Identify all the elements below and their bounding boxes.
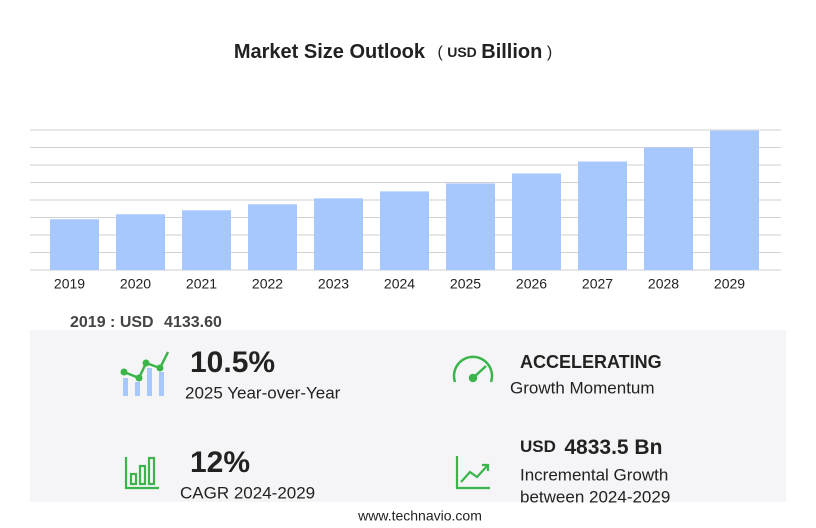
bar [380,191,429,270]
bar [182,210,231,270]
growth-icon [120,351,170,396]
footer: www.technavio.com [357,508,482,524]
bar [644,147,693,270]
x-tick-label: 2028 [648,276,679,292]
bar [578,161,627,270]
title-unit: Billion [481,41,542,63]
bar [710,130,759,270]
kpi-amount: 4833.5 Bn [564,436,662,459]
kpi-value: ACCELERATING [520,352,662,372]
x-tick-label: 2026 [516,276,547,292]
bar [446,183,495,270]
bar [248,204,297,270]
kpi-label: between 2024-2029 [520,487,670,506]
highlight-label: 2019 : USD [70,314,154,331]
x-tick-label: 2029 [714,276,745,292]
x-tick-label: 2022 [252,276,283,292]
gauge-icon [452,355,494,383]
kpi-label: Incremental Growth [520,465,668,484]
title-paren: ( [437,44,443,61]
plot: 2019 2020 2021 2022 2023 2024 2025 2026 2027 2028… [50,130,759,292]
title-paren: ) [547,44,552,61]
x-tick-label: 2025 [450,276,481,292]
kpi-value: USD 4833.5 Bn [520,436,662,459]
highlight-value: 4133.60 [164,314,222,331]
bar [512,173,561,270]
bar [314,198,363,270]
increment-icon [455,456,490,490]
highlight: 2019 : USD 4133.60 [70,314,222,331]
x-tick-label: 2020 [120,276,151,292]
x-tick-label: 2021 [186,276,217,292]
x-tick-label: 2023 [318,276,349,292]
kpi-value: 12% [190,446,250,479]
x-tick-label: 2024 [384,276,415,292]
kpi-label: 2025 Year-over-Year [185,383,341,402]
chart-title: Market Size Outlook ( USD Billion ) [234,41,552,63]
kpi-label: CAGR 2024-2029 [180,483,315,502]
kpi-currency: USD [520,437,556,456]
x-tick-label: 2027 [582,276,613,292]
bar [116,214,165,270]
kpi-label: Growth Momentum [510,378,655,397]
title-currency: USD [447,44,477,60]
bar [50,219,99,270]
x-tick-label: 2019 [54,276,85,292]
stats-panel [30,330,786,502]
kpi-value: 10.5% [190,346,275,379]
title-text: Market Size Outlook [234,41,426,63]
cagr-icon [124,456,159,490]
